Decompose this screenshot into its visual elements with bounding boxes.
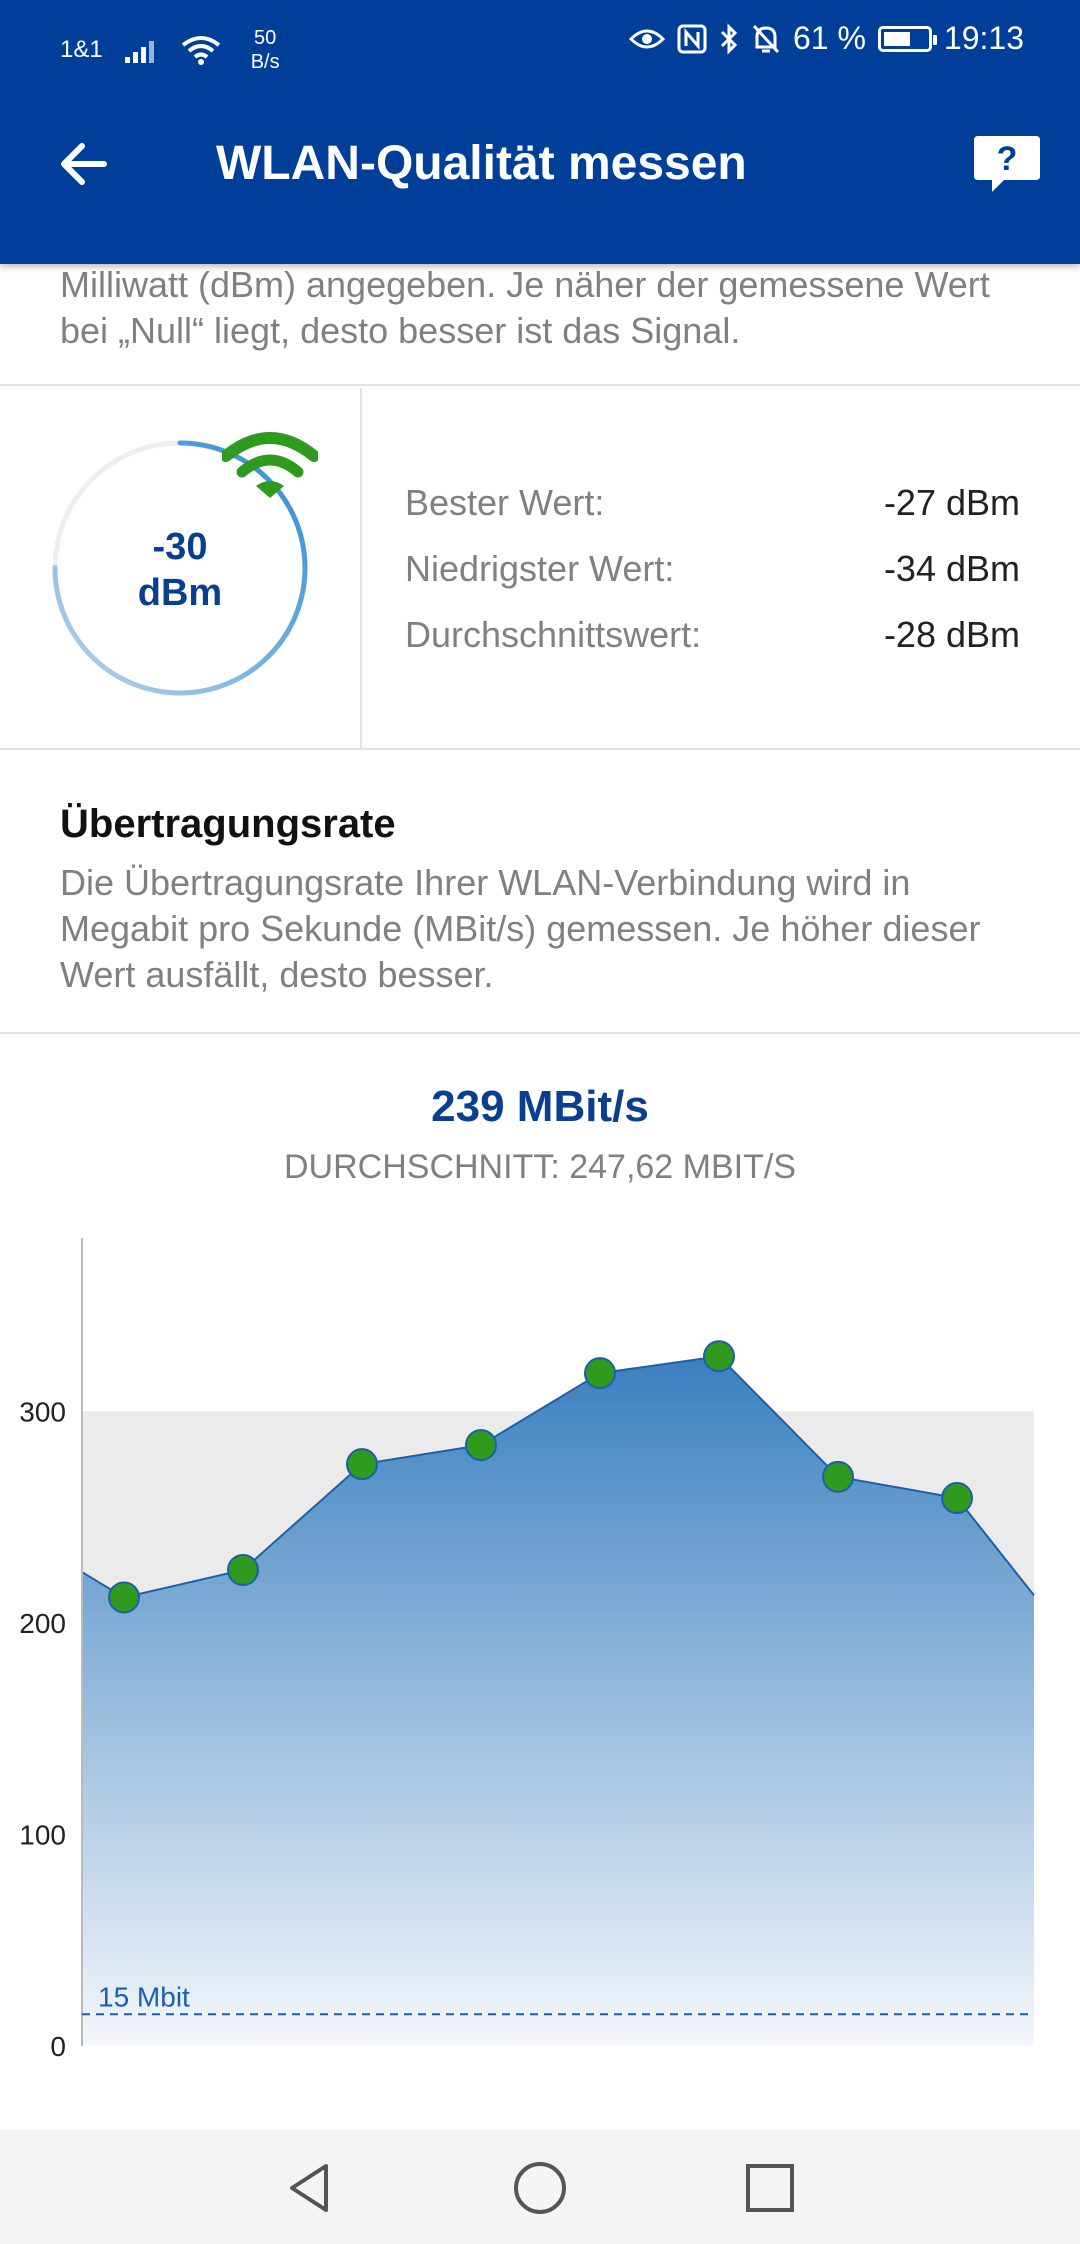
rate-chart: 15 Mbit 0 100 200 300 bbox=[19, 1238, 1035, 2062]
net-speed-value: 50 bbox=[254, 27, 277, 49]
net-speed-unit: B/s bbox=[250, 51, 280, 73]
mute-icon bbox=[752, 24, 780, 53]
app-bar: WLAN-Qualität messen ? bbox=[0, 82, 1080, 264]
signal-value-number: -30 bbox=[152, 526, 208, 568]
net-speed: 50 B/s bbox=[251, 26, 280, 74]
svg-text:?: ? bbox=[997, 140, 1018, 178]
divider bbox=[0, 1032, 1080, 1034]
wifi-icon bbox=[222, 432, 318, 498]
arrow-left-icon[interactable] bbox=[52, 132, 116, 196]
nav-back-icon[interactable] bbox=[280, 2158, 340, 2218]
current-rate: 239 MBit/s bbox=[431, 1082, 649, 1131]
signal-value-unit: dBm bbox=[137, 572, 223, 614]
stat-value: -27 dBm bbox=[883, 482, 1020, 523]
vertical-divider bbox=[360, 388, 362, 748]
y-tick-label: 200 bbox=[19, 1608, 66, 1639]
stat-label: Durchschnittswert: bbox=[405, 614, 702, 655]
data-point bbox=[465, 1429, 497, 1462]
stat-value: -28 dBm bbox=[883, 614, 1020, 655]
intro-text: Milliwatt (dBm) angegeben. Je näher der … bbox=[60, 264, 990, 351]
threshold-label: 15 Mbit bbox=[98, 1981, 190, 2012]
battery-icon bbox=[877, 25, 937, 52]
nav-home-icon[interactable] bbox=[510, 2158, 570, 2218]
data-point bbox=[941, 1482, 973, 1515]
signal-value: -30 dBm bbox=[80, 524, 280, 616]
signal-strength-icon bbox=[124, 41, 154, 63]
chart-area bbox=[82, 1356, 1034, 2046]
data-point bbox=[346, 1448, 378, 1481]
signal-gauge bbox=[52, 440, 308, 696]
chart-line bbox=[81, 1355, 1035, 1599]
stat-label: Bester Wert: bbox=[405, 482, 605, 523]
stat-value: -34 dBm bbox=[883, 548, 1020, 589]
stat-row-average: Durchschnittswert: -28 dBm bbox=[405, 610, 1020, 676]
signal-stats: Bester Wert: -27 dBm Niedrigster Wert: -… bbox=[405, 478, 1020, 676]
data-point bbox=[108, 1581, 140, 1614]
eye-icon bbox=[628, 29, 665, 48]
section-text: Die Übertragungsrate Ihrer WLAN-Verbindu… bbox=[60, 862, 981, 995]
clock: 19:13 bbox=[943, 20, 1024, 56]
y-tick-label: 100 bbox=[19, 1819, 66, 1850]
nfc-icon bbox=[677, 24, 707, 53]
wifi-status-icon bbox=[181, 36, 220, 65]
average-rate: DURCHSCHNITT: 247,62 MBIT/S bbox=[284, 1148, 796, 1186]
divider bbox=[0, 748, 1080, 750]
divider bbox=[0, 384, 1080, 386]
data-point bbox=[703, 1340, 735, 1373]
status-left: 1&1 50 B/s bbox=[60, 26, 280, 74]
stat-row-lowest: Niedrigster Wert: -34 dBm bbox=[405, 544, 1020, 610]
help-bubble-icon[interactable]: ? bbox=[972, 134, 1042, 196]
carrier-label: 1&1 bbox=[60, 36, 103, 63]
bluetooth-icon bbox=[720, 22, 738, 55]
stat-row-best: Bester Wert: -27 dBm bbox=[405, 478, 1020, 544]
stat-label: Niedrigster Wert: bbox=[405, 548, 675, 589]
data-point bbox=[227, 1553, 259, 1586]
navigation-bar bbox=[0, 2130, 1080, 2244]
status-bar: 1&1 50 B/s bbox=[0, 0, 1080, 82]
status-right: 61 % 19:13 bbox=[628, 20, 1024, 57]
y-tick-label: 0 bbox=[50, 2031, 66, 2062]
page-title: WLAN-Qualität messen bbox=[216, 137, 747, 190]
section-title: Übertragungsrate bbox=[60, 802, 396, 846]
nav-recents-icon[interactable] bbox=[740, 2158, 800, 2218]
y-tick-label: 300 bbox=[19, 1396, 66, 1427]
data-point bbox=[822, 1460, 854, 1493]
data-point bbox=[584, 1357, 616, 1390]
battery-percent: 61 % bbox=[792, 20, 866, 56]
